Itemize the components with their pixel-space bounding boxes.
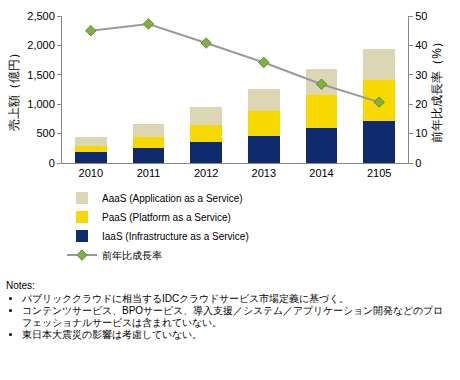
svg-text:1,500: 1,500 bbox=[27, 69, 55, 81]
svg-text:0: 0 bbox=[415, 157, 421, 169]
html-text:東日本大震災の影響は考慮していない。: 東日本大震災の影響は考慮していない。 bbox=[22, 329, 202, 340]
svg-text:2011: 2011 bbox=[137, 167, 161, 179]
svg-text:2012: 2012 bbox=[194, 167, 218, 179]
svg-text:2,500: 2,500 bbox=[27, 10, 55, 22]
svg-text:50: 50 bbox=[415, 10, 427, 22]
svg-text:前年比成長率: 前年比成長率 bbox=[102, 250, 162, 261]
svg-text:PaaS (Platform as a Service): PaaS (Platform as a Service) bbox=[102, 212, 231, 223]
svg-text:1,000: 1,000 bbox=[27, 98, 55, 110]
html-text:コンテンツサービス、BPOサービス、導入支援／システム／アプ: コンテンツサービス、BPOサービス、導入支援／システム／アプリケーション開発など… bbox=[22, 305, 444, 328]
svg-text:0: 0 bbox=[49, 157, 55, 169]
html-text:パブリッククラウドに相当するIDCクラウドサービス市場定義に: パブリッククラウドに相当するIDCクラウドサービス市場定義に基づく。 bbox=[22, 293, 350, 304]
svg-text:20: 20 bbox=[415, 98, 427, 110]
svg-text:2013: 2013 bbox=[252, 167, 276, 179]
svg-text:2,000: 2,000 bbox=[27, 39, 55, 51]
html-text:Notes:: Notes: bbox=[6, 280, 35, 291]
svg-text:2105: 2105 bbox=[367, 167, 391, 179]
svg-text:30: 30 bbox=[415, 69, 427, 81]
svg-text:2010: 2010 bbox=[79, 167, 103, 179]
svg-text:500: 500 bbox=[36, 127, 54, 139]
svg-text:AaaS (Application as a Service: AaaS (Application as a Service) bbox=[102, 193, 243, 204]
svg-text:10: 10 bbox=[415, 127, 427, 139]
svg-text:前年比成長率（%）: 前年比成長率（%） bbox=[430, 36, 444, 143]
svg-text:2014: 2014 bbox=[309, 167, 333, 179]
svg-text:IaaS (Infrastructure as a Serv: IaaS (Infrastructure as a Service) bbox=[102, 231, 249, 242]
svg-text:40: 40 bbox=[415, 39, 427, 51]
svg-text:売上額（億円）: 売上額（億円） bbox=[7, 48, 21, 132]
